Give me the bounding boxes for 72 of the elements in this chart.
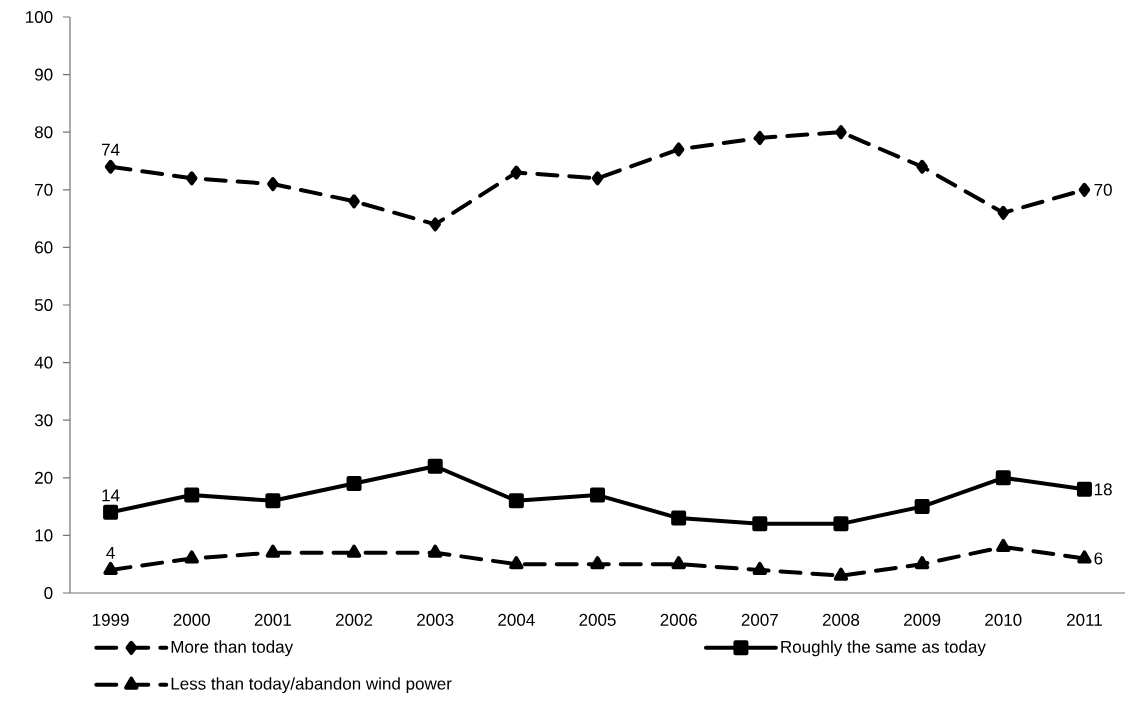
- y-tick-label: 60: [35, 241, 53, 254]
- legend-label: Roughly the same as today: [781, 640, 986, 657]
- point: [591, 171, 604, 186]
- point: [103, 561, 118, 575]
- point: [509, 556, 524, 570]
- x-tick-label: 1999: [92, 613, 129, 626]
- x-tick-label: 2003: [417, 613, 454, 626]
- point: [995, 470, 1011, 486]
- point: [185, 171, 198, 186]
- y-tick-label: 100: [26, 10, 53, 24]
- point: [914, 499, 930, 515]
- data-label: 18: [1094, 483, 1112, 496]
- y-tick-label: 10: [35, 529, 53, 542]
- point: [184, 550, 199, 564]
- point: [1078, 182, 1091, 197]
- x-tick-label: 2006: [660, 613, 697, 626]
- point: [671, 556, 686, 570]
- y-tick-label: 90: [35, 68, 53, 81]
- point: [833, 516, 849, 532]
- point: [671, 510, 687, 526]
- point: [104, 159, 117, 174]
- point: [997, 205, 1010, 220]
- point: [427, 458, 443, 474]
- legend-label: Less than today/abandon wind power: [171, 677, 452, 694]
- x-tick-label: 2010: [985, 613, 1022, 626]
- x-tick-label: 2008: [822, 613, 860, 626]
- point: [754, 130, 766, 145]
- point: [1077, 550, 1092, 564]
- point: [265, 544, 281, 558]
- point: [346, 544, 362, 558]
- point: [265, 493, 281, 509]
- point: [752, 516, 768, 532]
- data-label: 14: [102, 489, 120, 502]
- legend-label: More than today: [171, 640, 294, 657]
- y-tick-label: 20: [35, 471, 53, 484]
- y-tick-label: 0: [44, 586, 53, 600]
- x-tick-label: 2009: [904, 613, 941, 626]
- y-tick-label: 80: [34, 126, 53, 139]
- point: [752, 561, 768, 575]
- data-label: 74: [102, 143, 120, 156]
- point: [346, 476, 362, 492]
- y-tick-label: 50: [34, 298, 53, 312]
- point: [914, 556, 930, 570]
- x-tick-label: 2005: [579, 613, 616, 626]
- y-tick-label: 40: [34, 356, 53, 369]
- y-tick-label: 30: [34, 414, 53, 427]
- point: [428, 544, 443, 558]
- point: [1076, 481, 1092, 497]
- point: [429, 217, 441, 232]
- point: [510, 165, 523, 180]
- point: [996, 538, 1011, 552]
- point: [916, 159, 928, 174]
- point: [508, 493, 524, 509]
- point: [672, 142, 685, 157]
- data-label: 70: [1094, 183, 1112, 196]
- point: [348, 194, 360, 209]
- x-tick-label: 2007: [741, 613, 778, 626]
- point: [184, 487, 200, 503]
- data-label: 6: [1094, 552, 1103, 565]
- x-tick-label: 2002: [336, 613, 373, 626]
- x-tick-label: 2001: [254, 613, 291, 626]
- point: [590, 556, 605, 570]
- point: [835, 125, 847, 140]
- data-label: 4: [106, 547, 115, 559]
- x-tick-label: 2004: [498, 613, 535, 626]
- point: [590, 487, 606, 503]
- y-tick-label: 70: [35, 183, 53, 196]
- point: [267, 177, 279, 192]
- x-tick-label: 2000: [173, 613, 210, 626]
- point: [103, 504, 119, 520]
- point: [833, 567, 849, 581]
- x-tick-label: 2011: [1067, 613, 1102, 626]
